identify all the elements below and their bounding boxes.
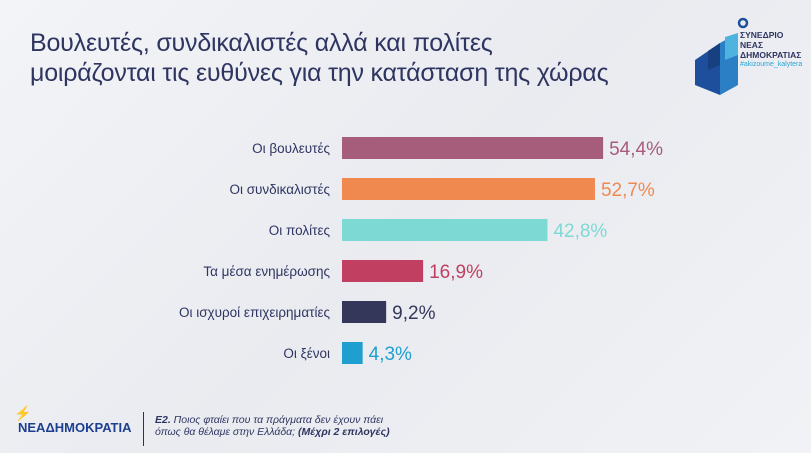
category-label: Οι βουλευτές: [252, 141, 330, 156]
value-label: 4,3%: [369, 344, 412, 365]
category-label: Τα μέσα ενημέρωσης: [203, 264, 330, 279]
value-label: 42,8%: [553, 221, 607, 242]
value-label: 16,9%: [429, 262, 483, 283]
logo-hashtag: #akizoume_kalytera: [740, 61, 803, 68]
bar-chart: Οι βουλευτές 54,4% Οι συνδικαλιστές 52,7% Οι…: [179, 137, 663, 365]
logo-line-1: ΣΥΝΕΔΡΙΟ: [740, 30, 784, 40]
value-label: 54,4%: [609, 139, 663, 160]
question-line-1: Ποιος φταίει που τα πράγματα δεν έχουν π…: [170, 414, 384, 426]
category-label: Οι συνδικαλιστές: [229, 182, 330, 197]
bar: [342, 301, 387, 323]
chart-title: Βουλευτές, συνδικαλιστές αλλά και πολίτε…: [30, 28, 609, 88]
question-line-2: όπως θα θέλαμε στην Ελλάδα;: [155, 426, 298, 438]
logo-line-3: ΔΗΜΟΚΡΑΤΙΑΣ: [740, 50, 802, 60]
category-label: Οι πολίτες: [269, 223, 331, 238]
category-label: Οι ισχυροί επιχειρηματίες: [179, 305, 331, 320]
question-code: Ε2.: [155, 414, 171, 426]
bar: [342, 137, 604, 159]
title-line-2: μοιράζονται τις ευθύνες για την κατάστασ…: [30, 59, 609, 87]
footer-divider: [143, 412, 144, 446]
bar: [342, 342, 363, 364]
title-line-1: Βουλευτές, συνδικαλιστές αλλά και πολίτε…: [30, 29, 493, 57]
bar: [342, 178, 595, 200]
congress-logo-text: ΣΥΝΕΔΡΙΟ ΝΕΑΣ ΔΗΜΟΚΡΑΤΙΑΣ #akizoume_kaly…: [740, 30, 802, 70]
logo-line-2: ΝΕΑΣ: [740, 40, 764, 50]
value-label: 52,7%: [601, 180, 655, 201]
nd-brand-logo: ΝΕΑΔΗΜΟΚΡΑΤΙΑ: [18, 420, 132, 435]
nd-torch-icon: ⚡: [14, 405, 32, 421]
value-label: 9,2%: [392, 303, 435, 324]
congress-logo-icon: [695, 17, 749, 95]
bar: [342, 260, 424, 282]
footer-question: Ε2. Ποιος φταίει που τα πράγματα δεν έχο…: [155, 414, 390, 438]
question-note: (Μέχρι 2 επιλογές): [298, 426, 390, 438]
category-label: Οι ξένοι: [283, 346, 330, 361]
bar: [342, 219, 548, 241]
